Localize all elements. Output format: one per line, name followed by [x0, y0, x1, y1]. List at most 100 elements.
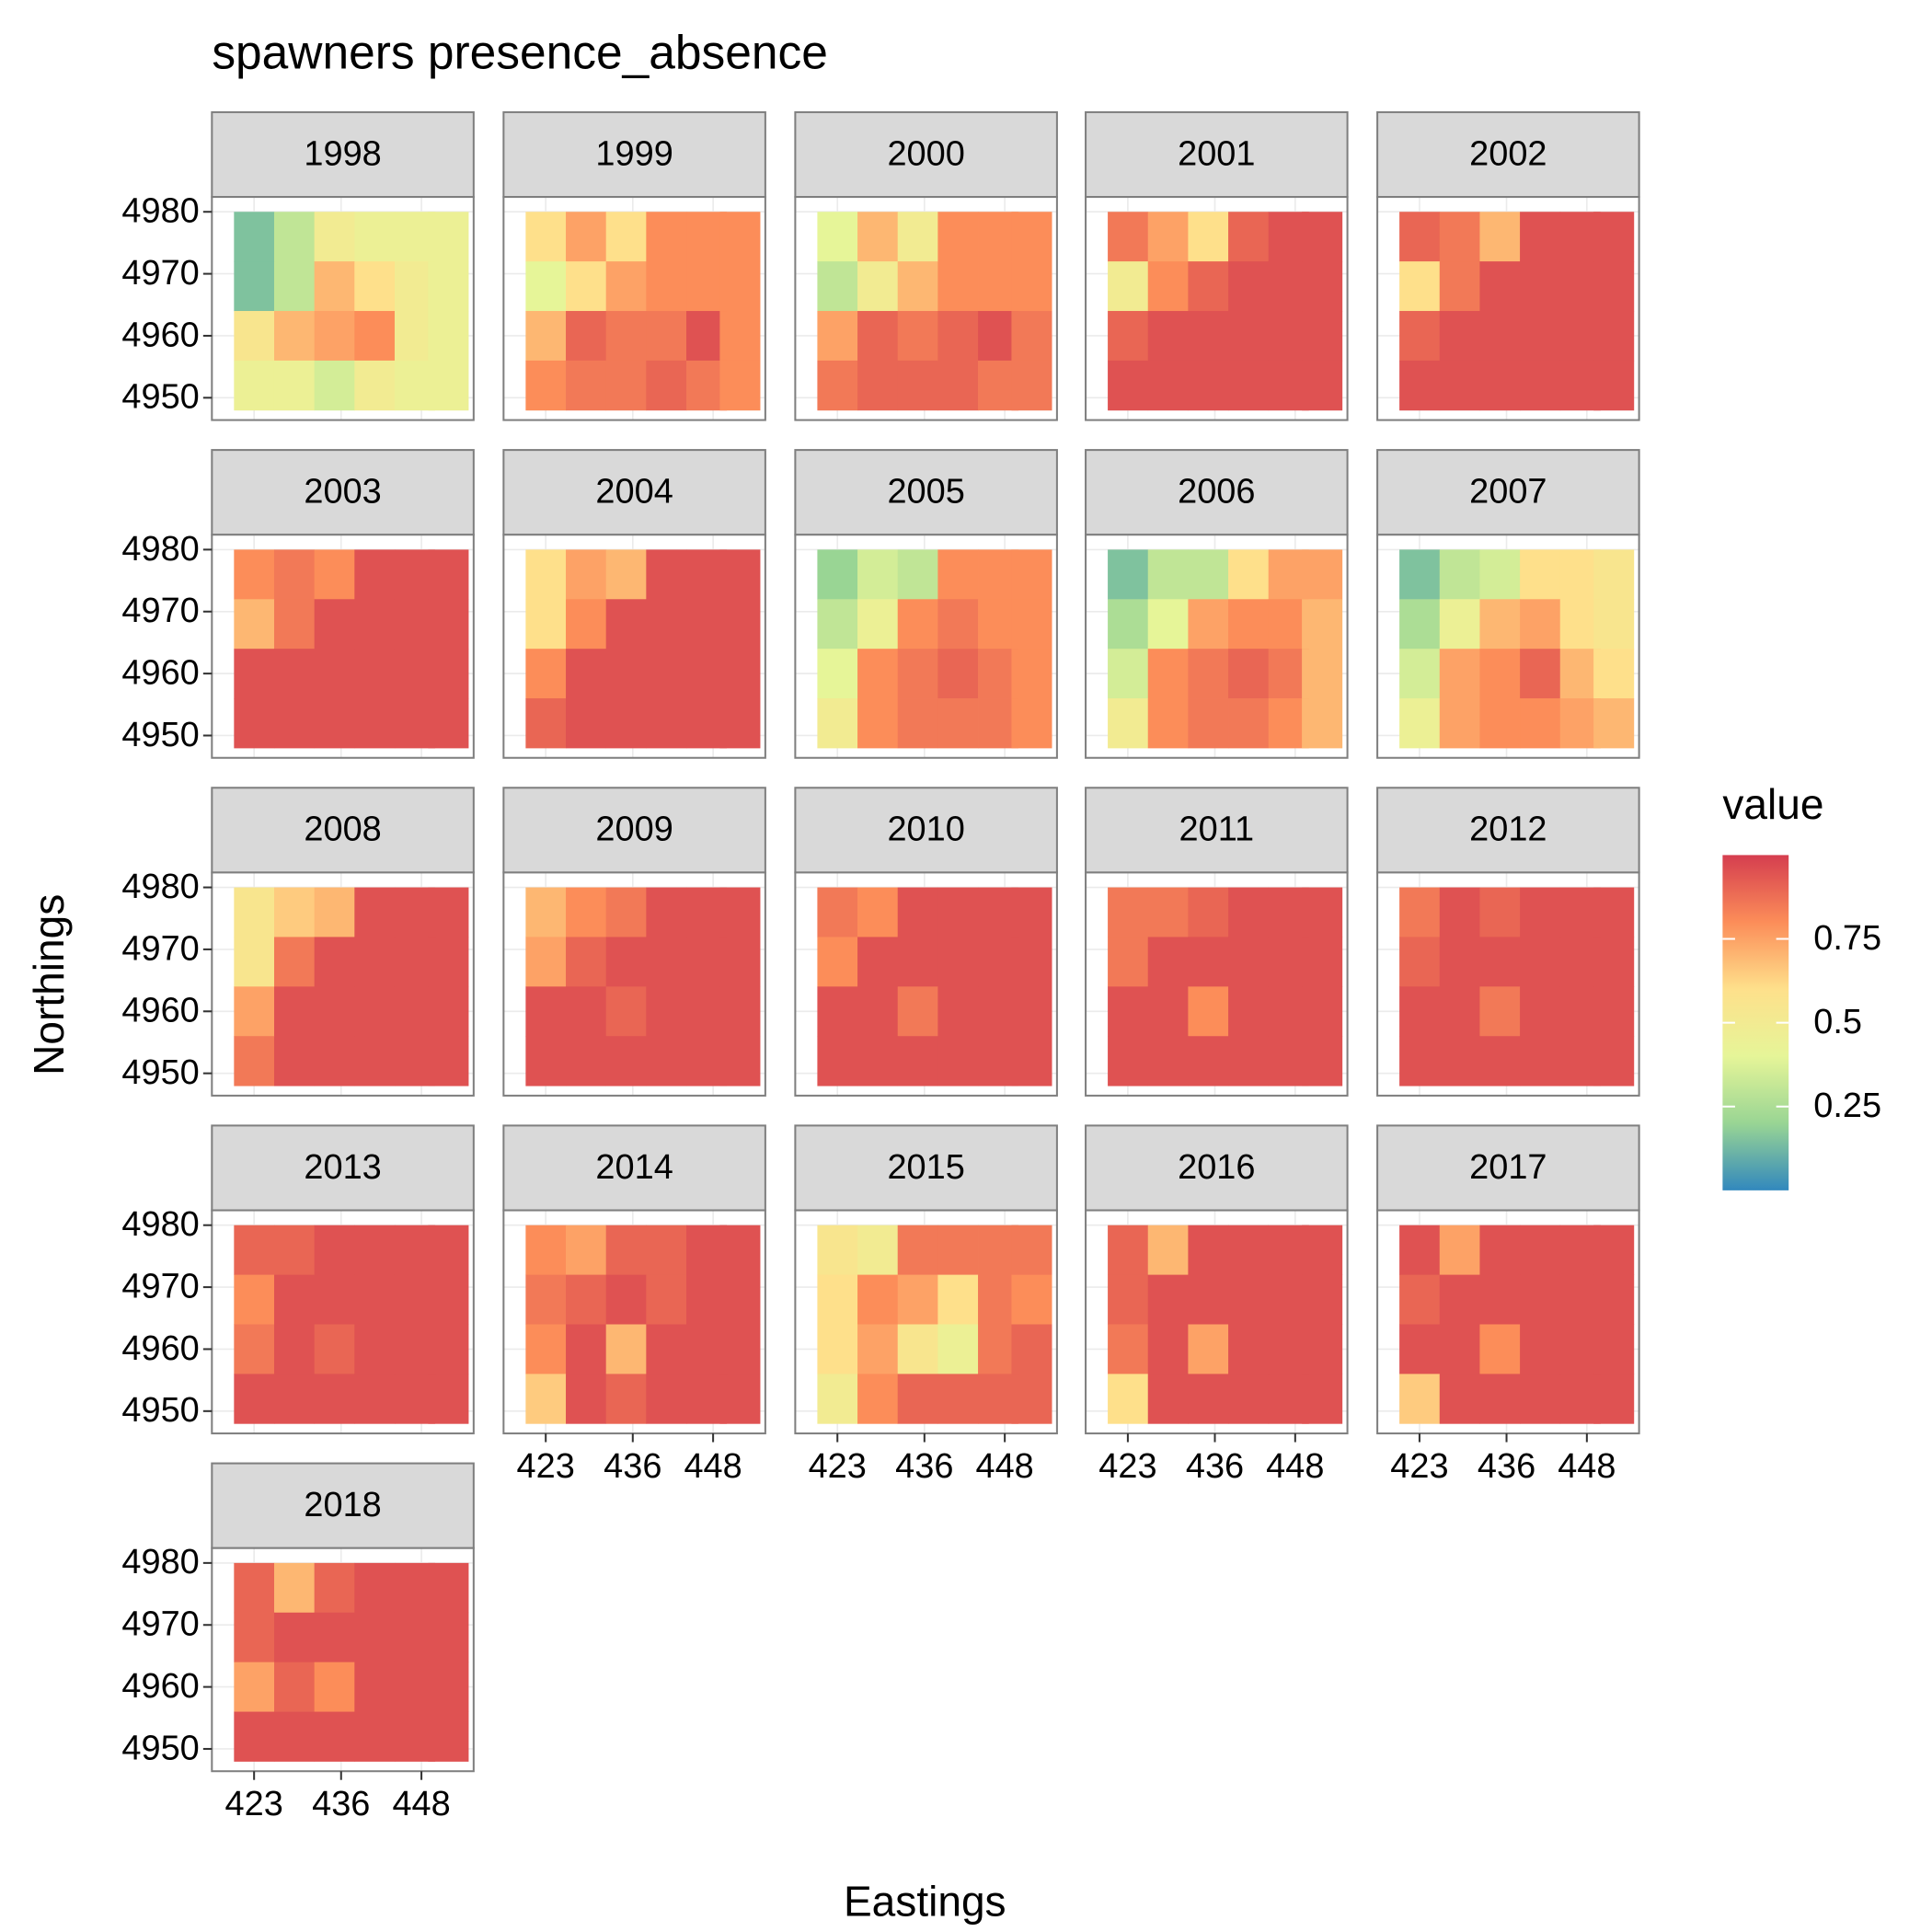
tile — [937, 1374, 979, 1424]
tile — [566, 599, 607, 650]
tile — [605, 549, 647, 600]
tile — [428, 1374, 469, 1424]
tile — [605, 1374, 647, 1424]
tile — [428, 887, 469, 937]
tile — [857, 549, 899, 600]
tile — [719, 649, 761, 699]
tile — [566, 549, 607, 600]
tile — [354, 599, 396, 650]
tile — [719, 212, 761, 262]
tile — [566, 1324, 607, 1374]
tile — [1147, 212, 1189, 262]
tile — [817, 1374, 858, 1424]
tile — [1399, 261, 1441, 312]
y-tick-label: 4960 — [121, 316, 199, 354]
tile — [1399, 887, 1441, 937]
tile — [1302, 937, 1343, 987]
panel-border — [1085, 871, 1349, 1097]
legend-tick-label: 0.5 — [1813, 1003, 1862, 1041]
strip-label: 2007 — [1469, 473, 1547, 512]
tile — [273, 1225, 316, 1276]
tile — [273, 937, 316, 987]
tile — [314, 698, 355, 749]
tile — [1302, 212, 1343, 262]
tile — [719, 360, 761, 411]
tile — [1520, 1324, 1561, 1374]
tile — [1302, 649, 1343, 699]
tile — [566, 1374, 607, 1424]
tile — [1479, 937, 1521, 987]
tile — [719, 311, 761, 362]
panel-border — [502, 196, 766, 421]
tile — [314, 986, 355, 1037]
tile — [273, 599, 316, 650]
tile — [1302, 1225, 1343, 1276]
tile — [1302, 1324, 1343, 1374]
strip-label: 2002 — [1469, 134, 1547, 173]
tile — [1011, 649, 1052, 699]
tile — [525, 360, 567, 411]
panel-border — [502, 871, 766, 1097]
tile — [817, 649, 858, 699]
tile — [1108, 1036, 1149, 1087]
x-axis-label: Eastings — [844, 1877, 1006, 1925]
tile — [1108, 698, 1149, 749]
strip-label: 2005 — [887, 473, 964, 512]
tile — [1479, 1274, 1521, 1325]
strip — [1085, 449, 1349, 536]
tile — [1188, 1274, 1229, 1325]
tile — [1479, 311, 1521, 362]
tile — [354, 549, 396, 600]
tile — [646, 937, 687, 987]
x-tick-label: 423 — [1390, 1447, 1448, 1486]
tile — [314, 311, 355, 362]
tile — [719, 887, 761, 937]
tile — [897, 1274, 938, 1325]
tile — [314, 1324, 355, 1374]
panel-border — [1085, 1209, 1349, 1435]
tile — [314, 1374, 355, 1424]
tile — [234, 1036, 275, 1087]
tile — [937, 1225, 979, 1276]
tile — [1520, 698, 1561, 749]
tile — [719, 1225, 761, 1276]
tile — [897, 937, 938, 987]
tile — [1188, 599, 1229, 650]
tile — [1228, 986, 1270, 1037]
tile — [857, 986, 899, 1037]
tile — [1593, 937, 1635, 987]
tile — [1011, 1036, 1052, 1087]
tile — [566, 311, 607, 362]
tile — [314, 937, 355, 987]
tile — [1479, 649, 1521, 699]
tile — [1147, 549, 1189, 600]
tile — [646, 1036, 687, 1087]
tile — [1108, 986, 1149, 1037]
tile — [897, 599, 938, 650]
tile — [1399, 1036, 1441, 1087]
tile — [234, 360, 275, 411]
tile — [646, 986, 687, 1037]
strip — [1085, 1124, 1349, 1212]
x-tick-label: 448 — [1558, 1447, 1616, 1486]
tile — [646, 360, 687, 411]
tile — [428, 1324, 469, 1374]
tile — [1228, 1036, 1270, 1087]
tile — [1479, 212, 1521, 262]
tile — [273, 1374, 316, 1424]
tile — [1399, 937, 1441, 987]
tile — [1439, 887, 1480, 937]
strip-label: 2001 — [1178, 134, 1255, 173]
tile — [719, 261, 761, 312]
tile — [1147, 1225, 1189, 1276]
tile — [314, 360, 355, 411]
tile — [817, 1036, 858, 1087]
y-tick-label: 4970 — [121, 254, 199, 293]
tile — [525, 1324, 567, 1374]
tile — [1520, 1036, 1561, 1087]
tile — [1147, 1036, 1189, 1087]
tile — [817, 698, 858, 749]
tile — [1108, 549, 1149, 600]
strip-label: 2013 — [304, 1148, 381, 1187]
tile — [1439, 986, 1480, 1037]
